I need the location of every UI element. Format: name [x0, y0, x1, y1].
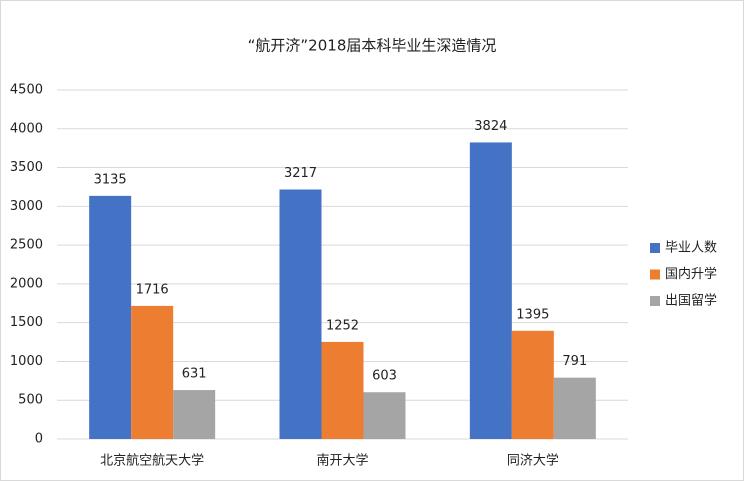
y-tick-label: 500	[18, 393, 43, 408]
bar	[173, 390, 216, 439]
y-tick-label: 2500	[10, 238, 43, 253]
data-label: 631	[182, 367, 207, 382]
bar	[89, 195, 132, 439]
legend-swatch	[650, 243, 660, 253]
bar	[469, 142, 512, 439]
y-tick-label: 3000	[10, 199, 43, 214]
legend-label: 出国留学	[665, 293, 717, 309]
data-label: 3135	[94, 172, 127, 187]
bar	[279, 189, 322, 439]
y-tick-label: 0	[35, 432, 43, 447]
data-label: 1716	[136, 282, 169, 297]
bar	[131, 305, 174, 439]
legend-label: 毕业人数	[665, 241, 717, 256]
bar	[321, 341, 364, 439]
chart-title: “航开济”2018届本科毕业生深造情况	[248, 37, 497, 55]
data-label: 1395	[516, 307, 549, 322]
y-tick-label: 1000	[10, 354, 43, 369]
legend-label: 国内升学	[665, 266, 717, 282]
data-label: 3824	[474, 119, 507, 134]
x-tick-label: 南开大学	[316, 453, 368, 469]
y-tick-label: 4500	[10, 83, 43, 98]
legend-swatch	[650, 269, 660, 280]
data-label: 1252	[326, 318, 359, 333]
y-tick-label: 2000	[10, 276, 43, 291]
data-label: 791	[562, 354, 587, 369]
data-label: 3217	[284, 166, 317, 181]
y-tick-label: 1500	[10, 315, 43, 330]
legend-swatch	[650, 296, 660, 306]
bar	[553, 377, 596, 439]
bar	[363, 392, 406, 439]
bar	[511, 330, 554, 439]
y-tick-label: 3500	[10, 160, 43, 175]
y-tick-label: 4000	[10, 121, 43, 136]
x-tick-label: 同济大学	[507, 453, 559, 469]
data-label: 603	[372, 369, 397, 384]
x-tick-label: 北京航空航天大学	[100, 453, 204, 469]
